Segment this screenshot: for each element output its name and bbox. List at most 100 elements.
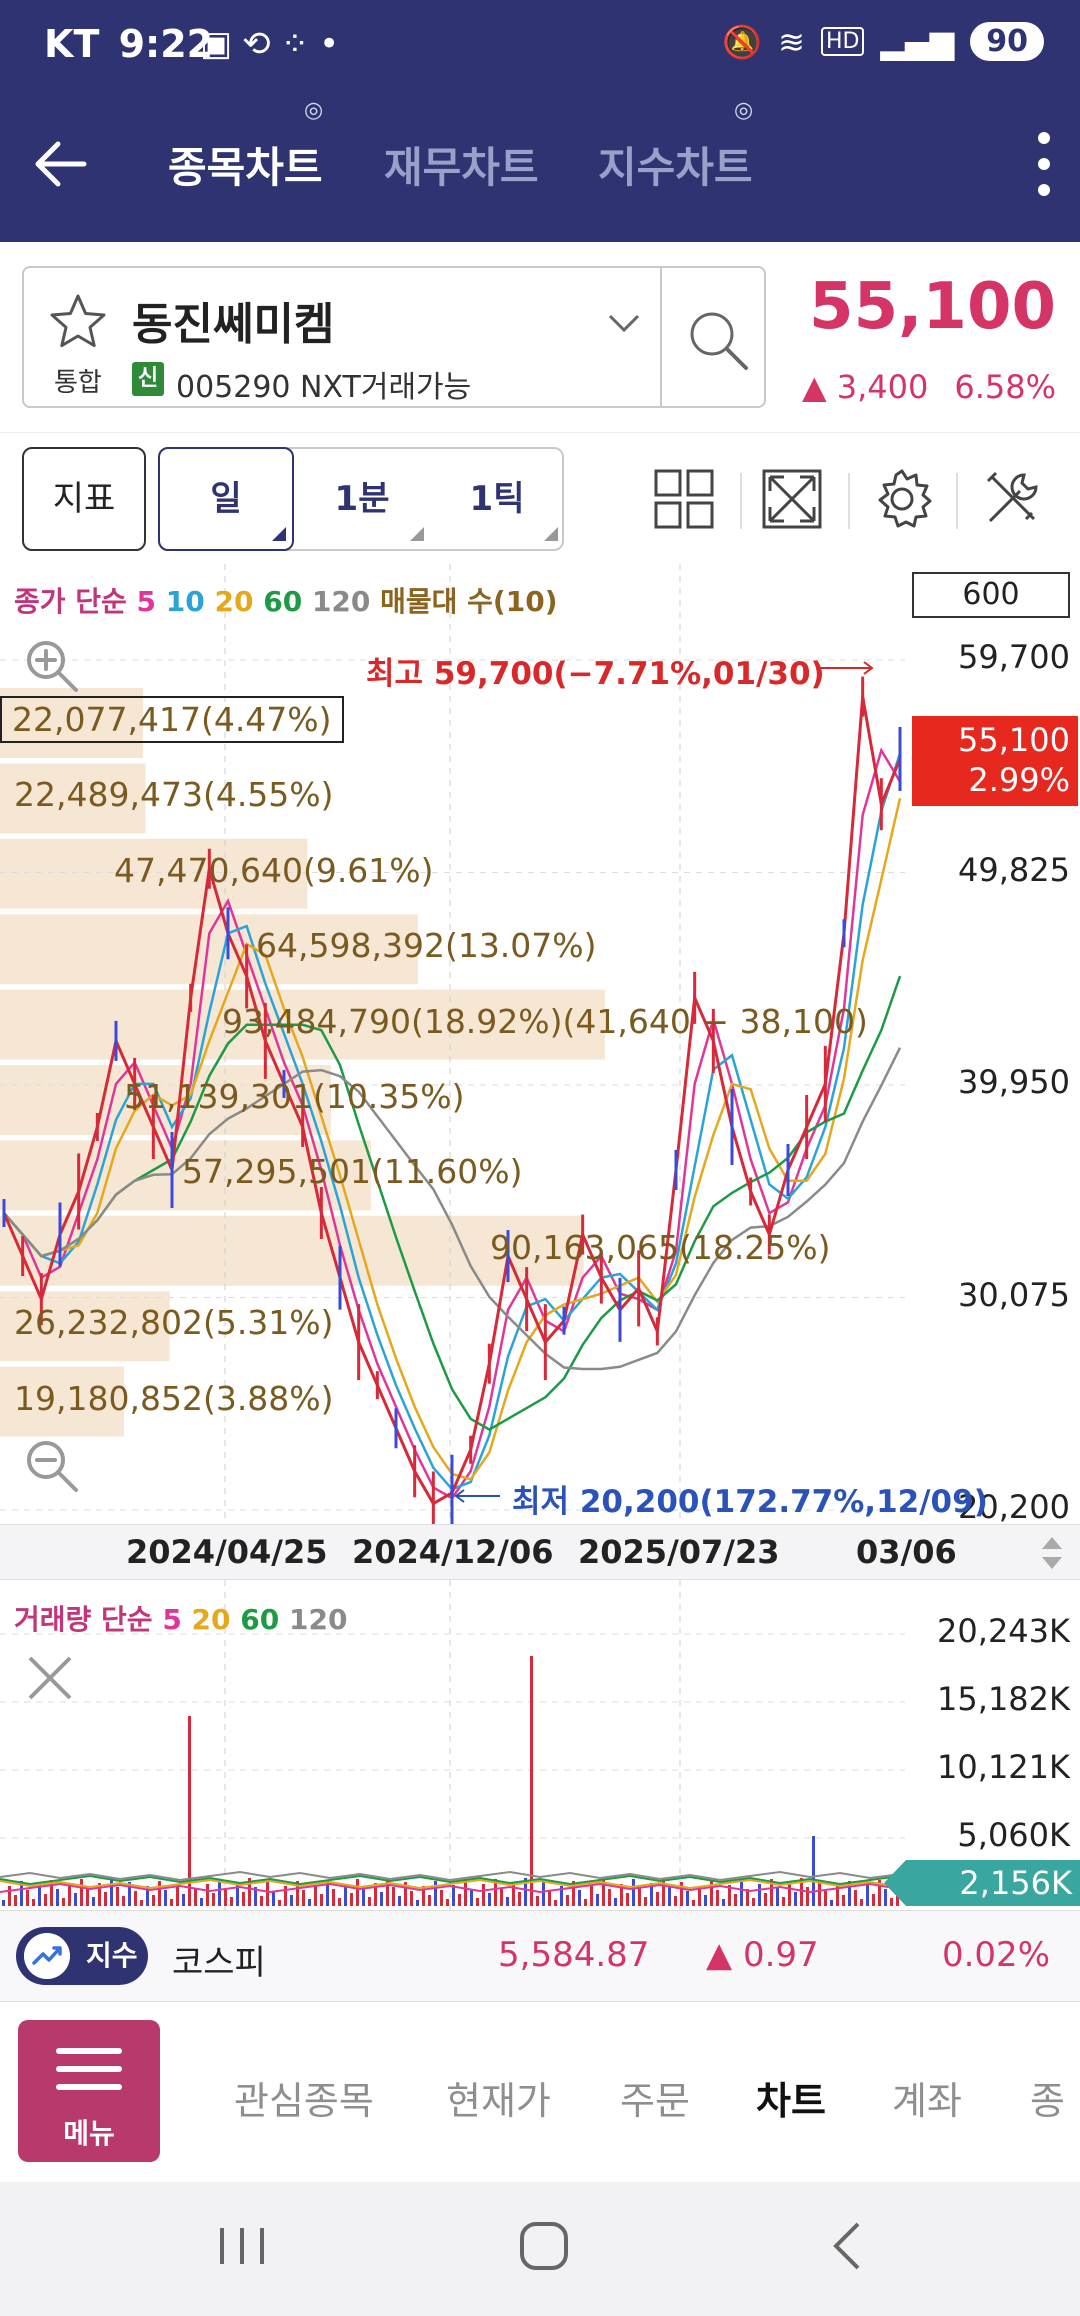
volume-bar	[500, 1888, 503, 1906]
volume-bar	[710, 1881, 713, 1906]
star-icon[interactable]	[46, 290, 110, 354]
app-bar: 종목차트 ◎ 재무차트 지수차트 ◎	[0, 96, 1080, 242]
x-axis[interactable]: 2024/04/25 2024/12/06 2025/07/23 03/06	[0, 1524, 1080, 1580]
volume-chart[interactable]: 거래량 단순 5 20 60 120 20,243K 15,182K 10,121K…	[0, 1580, 1080, 1910]
more-menu-icon[interactable]	[1032, 122, 1056, 212]
volume-profile-label: 51,139,301(10.35%)	[124, 1077, 465, 1116]
volume-bar	[686, 1891, 689, 1906]
volume-bar	[830, 1900, 833, 1906]
nav-watchlist[interactable]: 관심종목	[234, 2079, 374, 2123]
x-tick: 2024/12/06	[352, 1533, 554, 1571]
volume-bar	[446, 1899, 449, 1906]
candle-count-input[interactable]: 600	[912, 572, 1070, 618]
nav-current-price[interactable]: 현재가	[446, 2079, 551, 2123]
period-selector: 일 1분 1틱	[158, 447, 564, 551]
tools-icon[interactable]	[980, 467, 1044, 531]
volume-bar	[32, 1899, 35, 1906]
volume-bar	[104, 1892, 107, 1906]
volume-bar	[320, 1894, 323, 1906]
gear-icon[interactable]	[870, 467, 934, 531]
volume-profile-bar	[0, 1215, 584, 1286]
volume-bar	[848, 1881, 851, 1906]
volume-bar	[554, 1900, 557, 1906]
price-chart[interactable]: 종가 단순 5 10 20 60 120 매물대 수(10) 600 59,70…	[0, 564, 1080, 1526]
volume-bar	[14, 1895, 17, 1906]
volume-bar	[800, 1878, 803, 1906]
zoom-in-icon[interactable]	[20, 634, 82, 696]
chevron-down-icon[interactable]	[604, 308, 644, 338]
index-ticker[interactable]: 지수 코스피 5,584.87 ▲ 0.97 0.02%	[0, 1910, 1080, 2002]
period-1min[interactable]: 1분	[294, 449, 430, 549]
period-daily[interactable]: 일	[158, 447, 294, 551]
search-icon[interactable]	[684, 306, 754, 376]
volume-bar	[416, 1900, 419, 1906]
volume-bar	[542, 1882, 545, 1906]
ma-legend[interactable]: 종가 단순 5 10 20 60 120 매물대 수(10)	[14, 585, 558, 618]
tab-stock-chart[interactable]: 종목차트 ◎	[168, 98, 324, 192]
volume-bar	[722, 1899, 725, 1906]
volume-bar	[620, 1884, 623, 1906]
indicator-button[interactable]: 지표	[22, 447, 146, 551]
market-label: 통합	[54, 368, 102, 398]
volume-last-tag: 2,156K	[884, 1860, 1080, 1906]
volume-bar	[368, 1897, 371, 1906]
menu-button[interactable]: 메뉴	[18, 2020, 160, 2162]
dot-icon: •	[319, 24, 350, 64]
close-icon[interactable]	[20, 1648, 80, 1708]
volume-bar	[8, 1886, 11, 1906]
stock-name[interactable]: 동진쎄미켐	[132, 299, 335, 350]
wifi-icon: ≋	[778, 22, 805, 61]
back-arrow-icon[interactable]	[28, 124, 108, 204]
volume-bar	[326, 1880, 329, 1906]
nav-order[interactable]: 주문	[620, 2079, 690, 2123]
volume-legend[interactable]: 거래량 단순 5 20 60 120	[14, 1603, 348, 1636]
volume-bar	[506, 1897, 509, 1906]
y-axis-label: 20,200	[958, 1488, 1070, 1526]
low-marker-arrow	[454, 1489, 500, 1503]
y-axis-label: 30,075	[958, 1275, 1070, 1314]
volume-bar	[128, 1882, 131, 1906]
home-icon[interactable]	[504, 2206, 584, 2286]
volume-profile-label: 57,295,501(11.60%)	[182, 1152, 523, 1192]
volume-bar	[86, 1888, 89, 1906]
volume-bar	[140, 1900, 143, 1906]
back-nav-icon[interactable]	[808, 2206, 888, 2286]
nav-account[interactable]: 계좌	[892, 2079, 962, 2123]
nav-more[interactable]: 종	[1030, 2079, 1065, 2123]
zoom-out-icon[interactable]	[20, 1434, 82, 1496]
bottom-nav: 메뉴 관심종목 현재가 주문 차트 계좌 종	[0, 2002, 1080, 2182]
volume-bar	[158, 1881, 161, 1906]
volume-bar	[362, 1888, 365, 1906]
tab-index-chart[interactable]: 지수차트 ◎	[598, 98, 754, 192]
volume-bar	[164, 1890, 167, 1906]
volume-bar	[284, 1886, 287, 1906]
volume-bar	[50, 1880, 53, 1906]
volume-bar	[92, 1897, 95, 1906]
volume-profile-label: 22,077,417(4.47%)	[0, 696, 344, 743]
volume-bar	[206, 1884, 209, 1906]
grid-icon[interactable]	[652, 467, 716, 531]
tab-financial-chart[interactable]: 재무차트	[384, 143, 539, 192]
period-1tick[interactable]: 1틱	[430, 449, 564, 549]
recent-apps-icon[interactable]	[202, 2206, 282, 2286]
index-button[interactable]: 지수	[16, 1927, 148, 1985]
high-marker-arrow	[820, 661, 874, 675]
price-chart-canvas[interactable]	[0, 564, 1080, 1524]
volume-bar	[200, 1898, 203, 1906]
volume-bar	[818, 1882, 821, 1906]
volume-bar	[530, 1656, 533, 1906]
volume-bar	[548, 1891, 551, 1906]
stock-selector[interactable]: 동진쎄미켐 통합 신 005290 NXT거래가능	[22, 266, 766, 408]
volume-bar	[662, 1878, 665, 1906]
volume-bar	[776, 1888, 779, 1906]
volume-profile-bar	[0, 1291, 170, 1362]
expand-icon[interactable]	[760, 467, 824, 531]
volume-profile-label: 26,232,802(5.31%)	[14, 1303, 334, 1343]
volume-bar	[254, 1887, 257, 1906]
volume-bar	[302, 1890, 305, 1906]
scroll-updown-icon[interactable]	[1038, 1531, 1066, 1575]
nav-chart[interactable]: 차트	[756, 2079, 826, 2123]
volume-bar	[80, 1879, 83, 1906]
volume-bar	[842, 1895, 845, 1906]
volume-bar	[788, 1883, 791, 1906]
